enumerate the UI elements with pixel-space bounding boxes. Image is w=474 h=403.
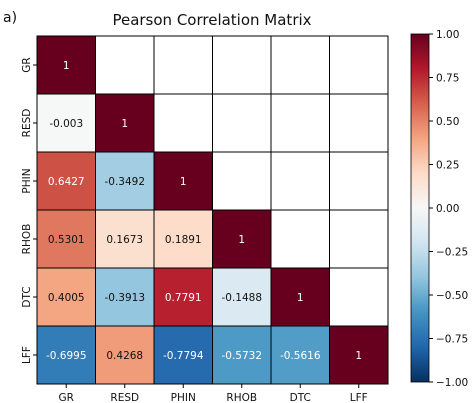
cell-value-label: -0.6995 bbox=[46, 350, 87, 362]
heatmap-cell-gr-dtc bbox=[270, 35, 330, 95]
heatmap-cells: 1 -0.003 1 0.6427 -0.3492 1 0.5301 0.1673 0.1891… bbox=[36, 35, 389, 385]
y-tick-label-resd: RESD bbox=[21, 109, 33, 138]
colorbar-gradient bbox=[410, 33, 430, 383]
chart-title: Pearson Correlation Matrix bbox=[112, 11, 311, 29]
x-tick-label-lff: LFF bbox=[350, 392, 368, 403]
heatmap-cell-rhob-dtc bbox=[270, 209, 330, 269]
cell-value-label: 1 bbox=[238, 234, 245, 246]
y-tick-label-lff: LFF bbox=[21, 346, 33, 364]
colorbar-tick-label: 0.25 bbox=[436, 160, 459, 172]
heatmap-cell-rhob-rhob bbox=[212, 209, 272, 269]
heatmap-cell-lff-lff bbox=[329, 325, 389, 385]
heatmap-cell-gr-rhob bbox=[212, 35, 272, 95]
colorbar-tick-label: −0.25 bbox=[436, 247, 468, 259]
cell-value-label: -0.5616 bbox=[280, 350, 321, 362]
cell-value-label: 1 bbox=[355, 350, 362, 362]
cell-value-label: -0.3913 bbox=[104, 292, 145, 304]
heatmap-cell-rhob-lff bbox=[329, 209, 389, 269]
colorbar: 1.00 0.75 0.50 0.25 0.00 −0.25 −0.50 −0.75 −1.00 bbox=[410, 29, 468, 389]
heatmap-cell-gr-lff bbox=[329, 35, 389, 95]
cell-value-label: -0.003 bbox=[49, 118, 83, 130]
heatmap-cell-phin-phin bbox=[153, 151, 213, 211]
cell-value-label: -0.7794 bbox=[163, 350, 204, 362]
heatmap-cell-resd-rhob bbox=[212, 93, 272, 153]
heatmap-cell-resd-resd bbox=[95, 93, 155, 153]
cell-value-label: 0.1673 bbox=[106, 234, 143, 246]
heatmap-cell-resd-dtc bbox=[270, 93, 330, 153]
panel-label: a) bbox=[3, 10, 17, 26]
y-tick-label-dtc: DTC bbox=[21, 286, 33, 307]
cell-value-label: 1 bbox=[297, 292, 304, 304]
x-tick-label-gr: GR bbox=[59, 392, 74, 403]
y-tick-label-rhob: RHOB bbox=[21, 224, 33, 255]
x-tick-label-dtc: DTC bbox=[290, 392, 311, 403]
x-tick-label-resd: RESD bbox=[110, 392, 139, 403]
x-axis-tick-labels: GR RESD PHIN RHOB DTC LFF bbox=[59, 384, 368, 403]
heatmap-cell-resd-phin bbox=[153, 93, 213, 153]
cell-value-label: 0.4005 bbox=[48, 292, 85, 304]
cell-value-label: 0.1891 bbox=[165, 234, 202, 246]
heatmap-cell-lff-phin bbox=[153, 325, 213, 385]
cell-value-label: 1 bbox=[63, 60, 70, 72]
colorbar-tick-label: −0.75 bbox=[436, 334, 468, 346]
cell-value-label: 0.5301 bbox=[48, 234, 85, 246]
heatmap-cell-resd-gr bbox=[36, 93, 96, 153]
heatmap-cell-phin-rhob bbox=[212, 151, 272, 211]
heatmap-cell-phin-lff bbox=[329, 151, 389, 211]
heatmap-cell-gr-gr bbox=[36, 35, 96, 95]
cell-value-label: 0.4268 bbox=[106, 350, 143, 362]
cell-value-label: 1 bbox=[121, 118, 128, 130]
heatmap-cell-gr-phin bbox=[153, 35, 213, 95]
cell-value-label: 1 bbox=[180, 176, 187, 188]
heatmap-cell-lff-rhob bbox=[212, 325, 272, 385]
heatmap-cell-dtc-lff bbox=[329, 267, 389, 327]
heatmap-cell-rhob-resd bbox=[95, 209, 155, 269]
colorbar-tick-label: −0.50 bbox=[436, 290, 468, 302]
heatmap-cell-lff-dtc bbox=[270, 325, 330, 385]
y-axis-tick-labels: GR RESD PHIN RHOB DTC LFF bbox=[21, 57, 37, 364]
cell-value-label: -0.1488 bbox=[221, 292, 262, 304]
y-tick-label-phin: PHIN bbox=[21, 168, 33, 193]
heatmap-cell-dtc-resd bbox=[95, 267, 155, 327]
colorbar-tick-label: 0.75 bbox=[436, 73, 459, 85]
heatmap-cell-resd-lff bbox=[329, 93, 389, 153]
heatmap-cell-lff-resd bbox=[95, 325, 155, 385]
colorbar-tick-label: 0.00 bbox=[436, 203, 459, 215]
colorbar-tick-label: 1.00 bbox=[436, 29, 459, 41]
y-tick-label-gr: GR bbox=[21, 57, 33, 72]
cell-value-label: 0.6427 bbox=[48, 176, 85, 188]
cell-value-label: 0.7791 bbox=[165, 292, 202, 304]
cell-value-label: -0.5732 bbox=[221, 350, 262, 362]
colorbar-tick-label: −1.00 bbox=[436, 377, 468, 389]
x-tick-label-phin: PHIN bbox=[171, 392, 196, 403]
x-tick-label-rhob: RHOB bbox=[226, 392, 257, 403]
heatmap-cell-dtc-rhob bbox=[212, 267, 272, 327]
colorbar-tick-label: 0.50 bbox=[436, 116, 459, 128]
heatmap-cell-gr-resd bbox=[95, 35, 155, 95]
heatmap-cell-phin-dtc bbox=[270, 151, 330, 211]
cell-value-label: -0.3492 bbox=[104, 176, 145, 188]
